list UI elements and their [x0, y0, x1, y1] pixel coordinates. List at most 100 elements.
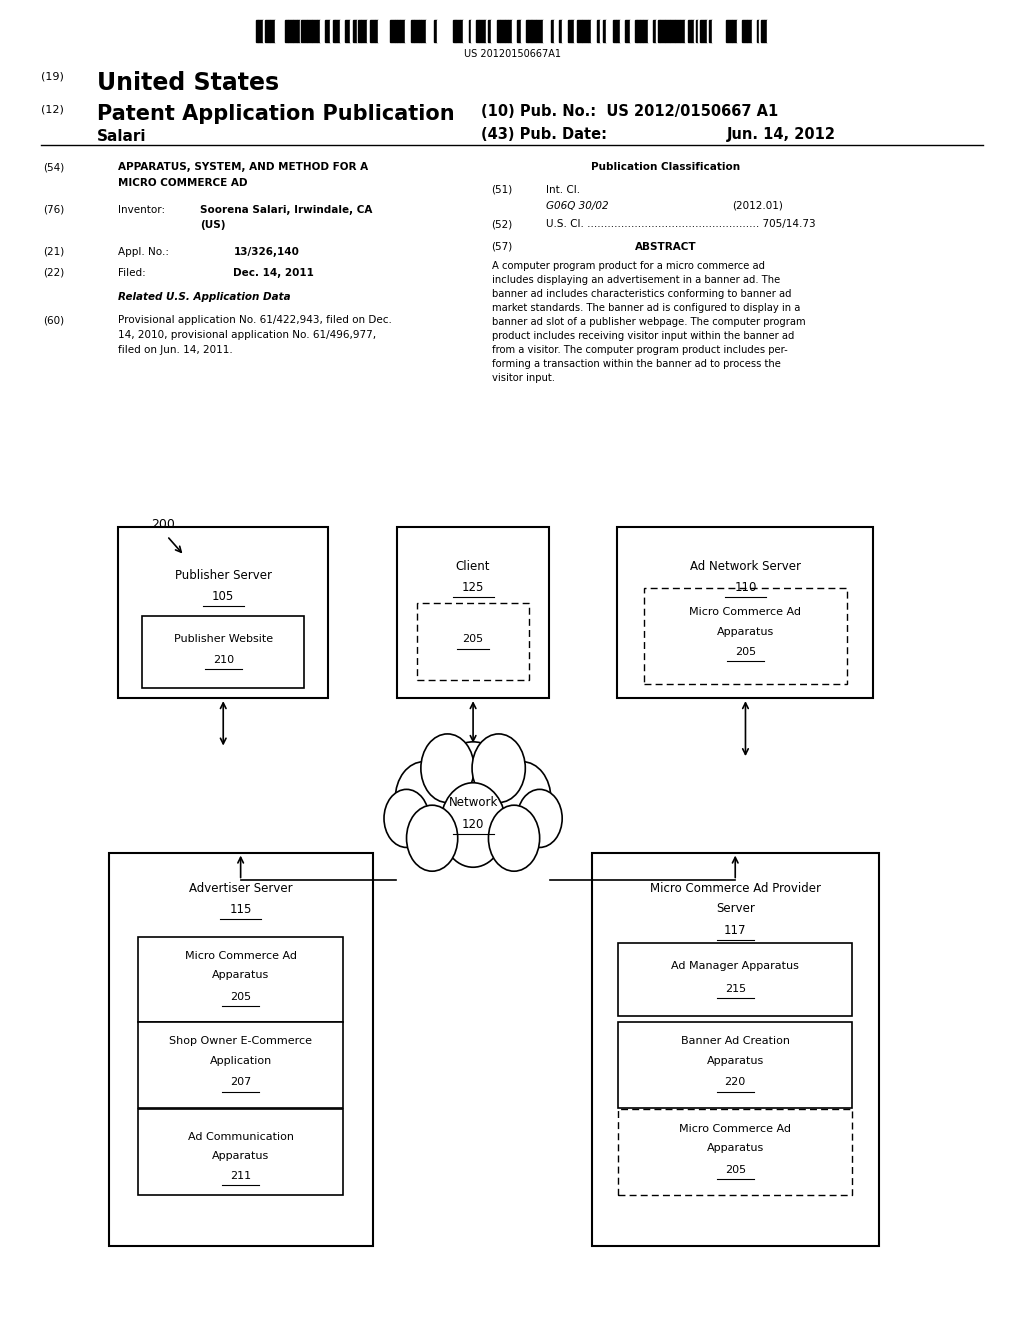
Bar [370, 20, 375, 42]
Text: Micro Commerce Ad: Micro Commerce Ad [184, 950, 297, 961]
Bar [694, 20, 696, 42]
Text: APPARATUS, SYSTEM, AND METHOD FOR A: APPARATUS, SYSTEM, AND METHOD FOR A [118, 162, 368, 173]
Bar [385, 20, 390, 42]
Bar [453, 20, 455, 42]
Bar [541, 20, 543, 42]
Bar [736, 20, 741, 42]
Text: (22): (22) [43, 268, 65, 279]
Bar [691, 20, 694, 42]
Bar [485, 20, 487, 42]
FancyBboxPatch shape [592, 853, 879, 1246]
Circle shape [440, 783, 506, 867]
FancyBboxPatch shape [417, 603, 529, 680]
Bar [578, 20, 583, 42]
Bar [350, 20, 353, 42]
Bar [767, 20, 770, 42]
Text: Publisher Server: Publisher Server [175, 569, 271, 582]
Text: (76): (76) [43, 205, 65, 215]
Bar [510, 20, 512, 42]
Bar [333, 20, 335, 42]
Text: 14, 2010, provisional application No. 61/496,977,: 14, 2010, provisional application No. 61… [118, 330, 376, 341]
Bar [421, 20, 426, 42]
Bar [330, 20, 333, 42]
Bar [434, 20, 437, 42]
Bar [726, 20, 731, 42]
Bar [409, 20, 412, 42]
Text: Ad Network Server: Ad Network Server [690, 560, 801, 573]
FancyBboxPatch shape [142, 615, 304, 689]
Text: (US): (US) [200, 220, 225, 231]
Bar [557, 20, 559, 42]
Bar [650, 20, 653, 42]
Bar [256, 20, 258, 42]
Bar [759, 20, 761, 42]
Bar [656, 20, 658, 42]
Bar [471, 20, 476, 42]
Bar [487, 20, 490, 42]
Bar [620, 20, 625, 42]
Bar [659, 20, 665, 42]
Circle shape [517, 789, 562, 847]
Bar [567, 20, 570, 42]
Text: 210: 210 [213, 655, 233, 665]
Bar [358, 20, 361, 42]
FancyBboxPatch shape [618, 1022, 852, 1109]
Bar [455, 20, 457, 42]
Bar [286, 20, 289, 42]
Text: Apparatus: Apparatus [212, 970, 269, 981]
Bar [479, 20, 484, 42]
Bar [594, 20, 597, 42]
Bar [335, 20, 340, 42]
Bar [562, 20, 567, 42]
Bar [648, 20, 650, 42]
Text: 13/326,140: 13/326,140 [233, 247, 299, 257]
Bar [505, 20, 508, 42]
Circle shape [384, 789, 429, 847]
Bar [431, 20, 434, 42]
Bar [635, 20, 637, 42]
Bar [361, 20, 367, 42]
Bar [412, 20, 415, 42]
Text: Micro Commerce Ad: Micro Commerce Ad [689, 607, 802, 618]
Bar [640, 20, 643, 42]
Bar [536, 20, 541, 42]
Bar [437, 20, 442, 42]
Text: Apparatus: Apparatus [707, 1143, 764, 1154]
Bar [457, 20, 460, 42]
FancyBboxPatch shape [618, 1109, 852, 1196]
Bar [525, 20, 527, 42]
Text: Jun. 14, 2012: Jun. 14, 2012 [727, 127, 836, 141]
Bar [698, 20, 700, 42]
Bar [397, 20, 400, 42]
Bar [752, 20, 757, 42]
Bar [746, 20, 752, 42]
Bar [289, 20, 294, 42]
Text: Banner Ad Creation: Banner Ad Creation [681, 1036, 790, 1047]
Bar [527, 20, 530, 42]
Bar [426, 20, 428, 42]
Text: Apparatus: Apparatus [717, 627, 774, 638]
Bar [630, 20, 635, 42]
Circle shape [488, 805, 540, 871]
Bar [570, 20, 572, 42]
Text: Related U.S. Application Data: Related U.S. Application Data [119, 292, 291, 302]
Bar [517, 20, 519, 42]
Bar [476, 20, 479, 42]
Bar [484, 20, 485, 42]
Bar [460, 20, 463, 42]
Bar [490, 20, 494, 42]
Bar [757, 20, 759, 42]
Text: (51): (51) [492, 185, 513, 195]
Text: Appl. No.:: Appl. No.: [118, 247, 169, 257]
Bar [583, 20, 588, 42]
Bar [378, 20, 383, 42]
Bar [415, 20, 420, 42]
Bar [275, 20, 281, 42]
Bar [591, 20, 594, 42]
Text: Apparatus: Apparatus [212, 1151, 269, 1162]
Text: (21): (21) [43, 247, 65, 257]
Bar [345, 20, 350, 42]
Bar [519, 20, 520, 42]
Bar [696, 20, 698, 42]
Bar [442, 20, 447, 42]
